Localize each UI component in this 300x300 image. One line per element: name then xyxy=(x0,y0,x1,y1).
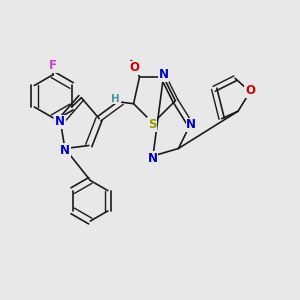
Text: O: O xyxy=(129,61,139,74)
Text: S: S xyxy=(148,118,157,131)
Text: N: N xyxy=(186,118,196,131)
Text: H: H xyxy=(111,94,120,103)
Text: N: N xyxy=(158,68,168,81)
Text: O: O xyxy=(245,84,255,98)
Text: N: N xyxy=(55,116,65,128)
Text: N: N xyxy=(147,152,158,165)
Text: N: N xyxy=(60,144,70,157)
Text: F: F xyxy=(49,59,57,72)
